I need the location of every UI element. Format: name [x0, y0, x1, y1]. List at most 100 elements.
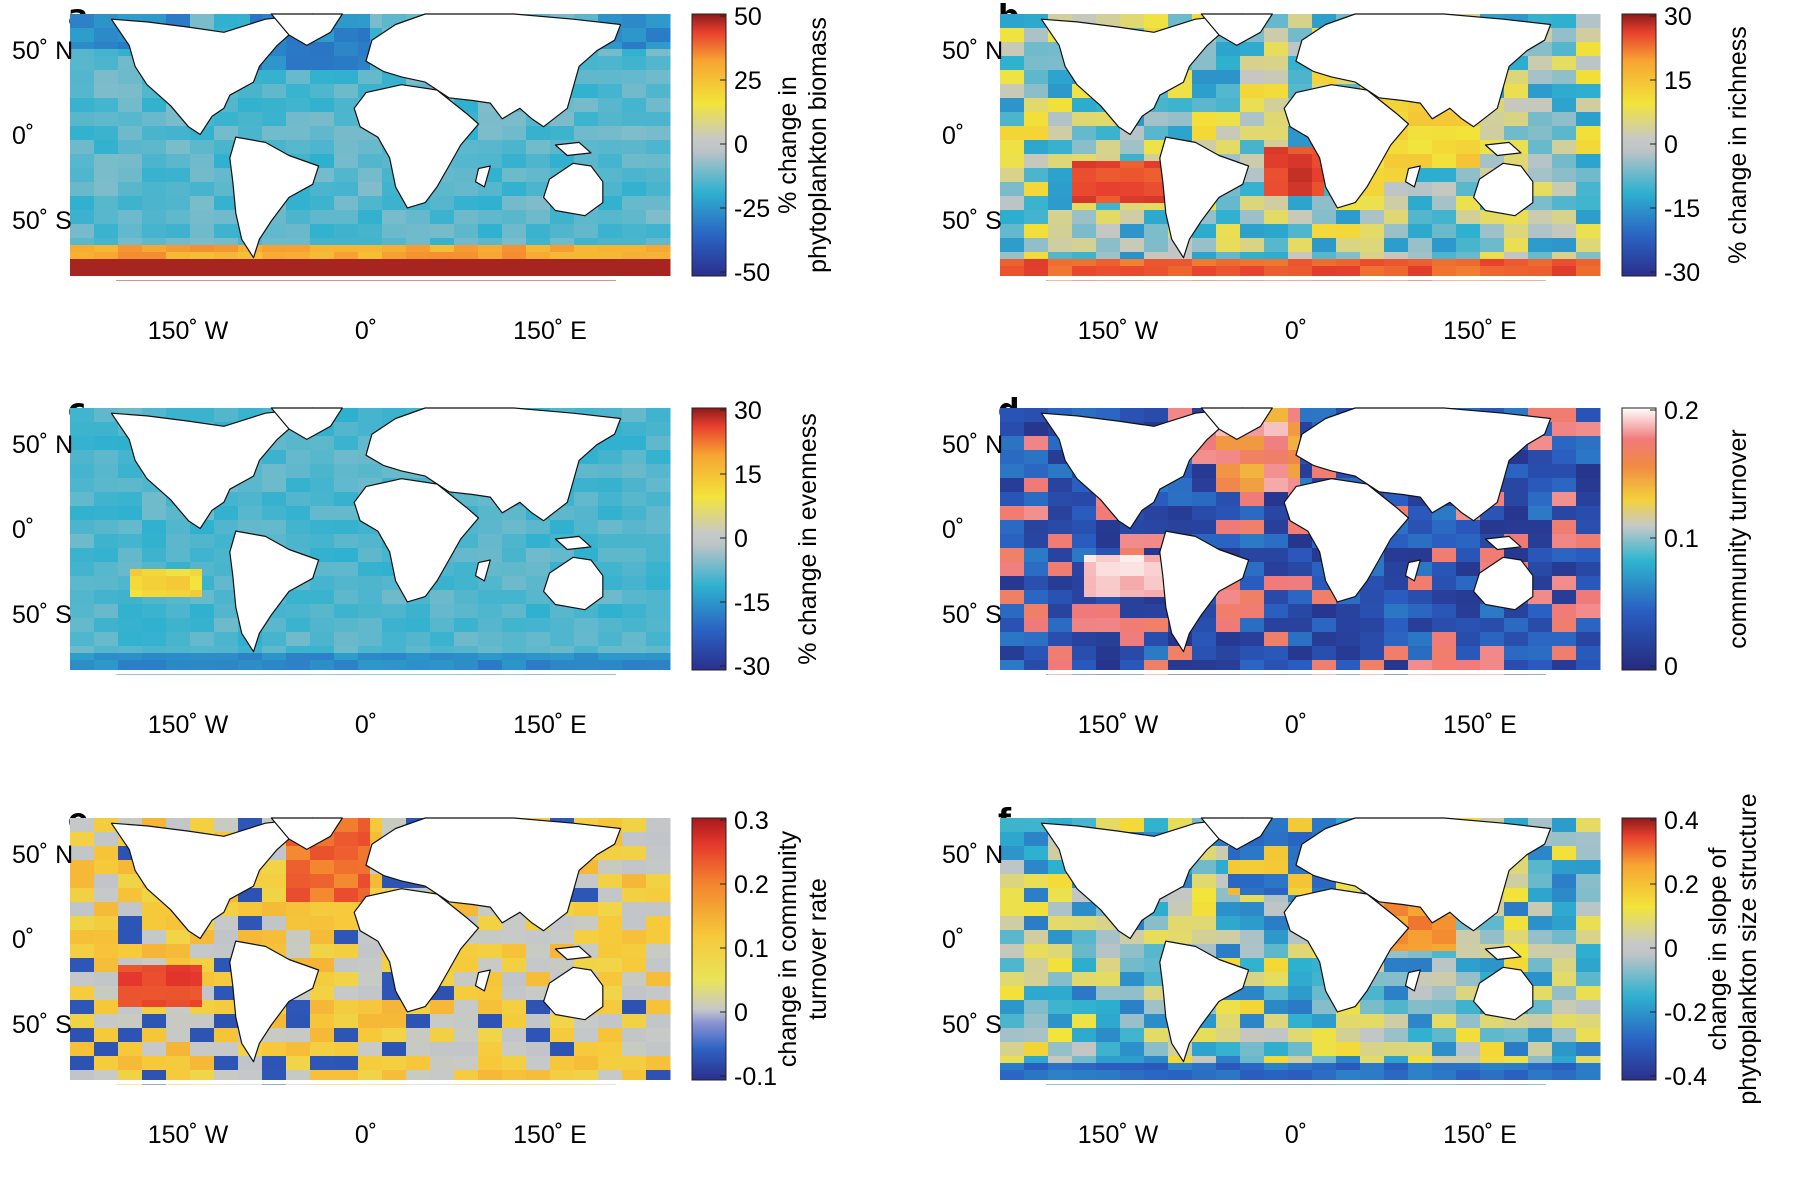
map-cell [442, 217, 455, 225]
map-cell [478, 112, 491, 120]
map-cell [334, 259, 347, 267]
map-cell [286, 245, 299, 253]
map-cell [1576, 84, 1589, 92]
map-cell [1264, 217, 1277, 225]
map-cell [118, 189, 131, 197]
map-cell [106, 168, 119, 176]
map-cell [1264, 91, 1277, 99]
map-cell [166, 548, 179, 556]
map-cell [1156, 231, 1169, 239]
map-cell [154, 14, 167, 22]
map-cell [1264, 203, 1277, 211]
map-cell [1048, 105, 1061, 113]
map-cell [274, 133, 287, 141]
map-cell [94, 196, 107, 204]
map-cell [358, 245, 371, 253]
map-cell [610, 555, 623, 563]
map-cell [70, 259, 83, 267]
map-cell [1540, 238, 1553, 246]
map-cell [358, 14, 371, 22]
map-cell [334, 147, 347, 155]
map-cell [1156, 14, 1169, 22]
map-cell [106, 217, 119, 225]
map-cell [622, 77, 635, 85]
map-cell [574, 91, 587, 99]
map-cell [1588, 84, 1601, 92]
map-cell [1000, 217, 1013, 225]
map-cell [454, 266, 467, 274]
map-cell [1096, 161, 1109, 169]
map-cell [334, 506, 347, 514]
map-cell [274, 520, 287, 528]
map-cell [406, 259, 419, 267]
map-cell [142, 203, 155, 211]
map-cell [598, 471, 611, 479]
map-cell [298, 70, 311, 78]
map-cell [1528, 259, 1541, 267]
map-cell [82, 14, 95, 22]
map-cell [166, 224, 179, 232]
map-cell [1036, 112, 1049, 120]
map-cell [70, 140, 83, 148]
map-cell [490, 182, 503, 190]
map-cell [526, 224, 539, 232]
map-cell [1252, 126, 1265, 134]
map-cell [1384, 259, 1397, 267]
map-cell [1396, 105, 1409, 113]
map-cell [1048, 133, 1061, 141]
map-cell [142, 210, 155, 218]
map-cell [634, 492, 647, 500]
map-cell [1084, 224, 1097, 232]
map-cell [1228, 266, 1241, 274]
map-cell [430, 266, 443, 274]
map-cell [106, 70, 119, 78]
map-cell [1432, 210, 1445, 218]
map-cell [130, 259, 143, 267]
map-cell [154, 259, 167, 267]
map-cell [1060, 119, 1073, 127]
map-cell [1000, 245, 1013, 253]
map-cell [214, 555, 227, 563]
map-cell [1024, 189, 1037, 197]
map-cell [286, 478, 299, 486]
map-cell [1264, 42, 1277, 50]
map-cell [346, 252, 359, 260]
map-cell [1036, 217, 1049, 225]
map-cell [1588, 245, 1601, 253]
map-cell [1492, 252, 1505, 260]
map-cell [658, 196, 671, 204]
map-cell [310, 140, 323, 148]
map-cell [1360, 252, 1373, 260]
map-cell [1480, 245, 1493, 253]
map-cell [1048, 84, 1061, 92]
map-cell [502, 520, 515, 528]
map-cell [1144, 217, 1157, 225]
map-cell [154, 408, 167, 416]
map-cell [310, 485, 323, 493]
map-cell [142, 175, 155, 183]
map-cell [1132, 266, 1145, 274]
map-cell [118, 182, 131, 190]
map-cell [1432, 231, 1445, 239]
map-cell [70, 548, 83, 556]
map-cell [1204, 98, 1217, 106]
map-cell [646, 189, 659, 197]
map-cell [454, 245, 467, 253]
map-cell [466, 266, 479, 274]
map-cell [310, 63, 323, 71]
map-cell [478, 527, 491, 535]
map-cell [1420, 140, 1433, 148]
map-cell [1456, 133, 1469, 141]
map-cell [94, 98, 107, 106]
map-cell [250, 520, 263, 528]
map-cell [1144, 126, 1157, 134]
map-cell [478, 513, 491, 521]
map-cell [1516, 238, 1529, 246]
map-cell [526, 541, 539, 549]
map-cell [1468, 161, 1481, 169]
map-cell [1564, 21, 1577, 29]
map-cell [286, 436, 299, 444]
map-cell [1492, 224, 1505, 232]
map-cell [1504, 84, 1517, 92]
map-cell [478, 266, 491, 274]
